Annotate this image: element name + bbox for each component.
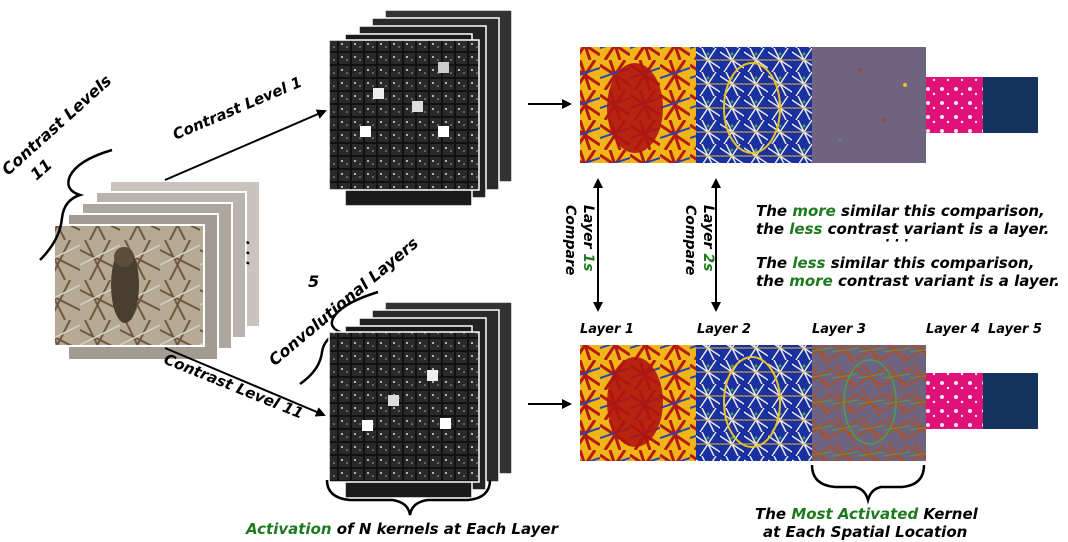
kernel-map-top [580,47,1038,163]
conv-layers-count: 5 [308,272,320,291]
arrow-contrast-1 [164,109,327,181]
layer-label-3: Layer 3 [812,322,866,337]
bottom-layer-3-map [812,345,926,461]
top-layer-3-map [812,47,926,163]
bottom-layer-4-map [926,373,983,429]
compare-1-label: Compare [562,205,578,276]
compare-1-layer: Layer 1s [580,205,596,272]
input-image-stack [53,180,261,361]
activation-brace [325,479,492,516]
activation-stack-bottom [328,301,513,499]
contrast-brace [39,148,113,261]
layer-label-5: Layer 5 [988,322,1042,337]
compare-2-label: Compare [682,205,698,276]
similarity-line-1: The more similar this comparison, [756,202,1045,220]
kernel-caption-line-1: The Most Activated Kernel [755,505,978,523]
kernel-caption-line-2: at Each Spatial Location [763,523,968,541]
layer-label-1: Layer 1 [580,322,634,337]
similarity-line-2: the less contrast variant is a layer. [756,220,1050,238]
similarity-line-4: the more contrast variant is a layer. [756,272,1060,290]
layer-label-2: Layer 2 [697,322,751,337]
top-layer-5-map [983,77,1038,133]
bottom-layer-2-map [696,345,812,461]
kernel-brace [810,464,926,505]
bottom-layer-5-map [983,373,1038,429]
similarity-line-3: The less similar this comparison, [756,254,1035,272]
kernel-map-bottom [580,345,1038,461]
activation-caption: Activation of N kernels at Each Layer [246,520,558,538]
top-layer-2-map [696,47,812,163]
activation-stack-top [328,9,513,207]
top-layer-4-map [926,77,983,133]
compare-2-layer: Layer 2s [700,205,716,272]
similarity-dots: · · · [885,234,909,249]
ellipsis-vertical: · · · [239,240,255,266]
arrow-contrast-11 [164,347,326,417]
layer-label-4: Layer 4 [926,322,980,337]
